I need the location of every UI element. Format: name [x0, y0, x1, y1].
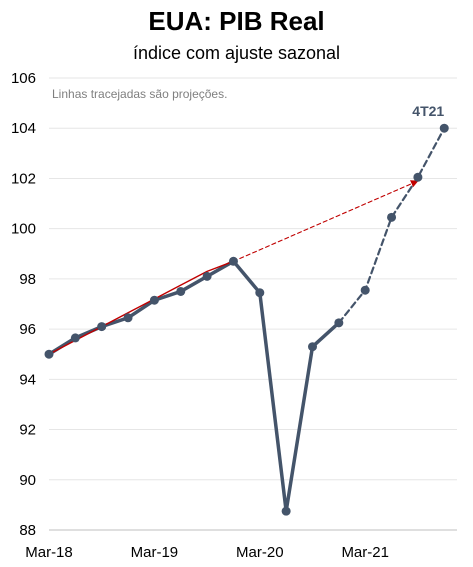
- data-point: [308, 342, 317, 352]
- y-tick-label: 102: [11, 170, 36, 187]
- data-point: [123, 313, 133, 323]
- series-line-projection: [337, 127, 446, 324]
- series-line-trend-extrapolation: [232, 180, 419, 262]
- end-data-label: 4T21: [412, 103, 444, 119]
- chart-subtitle: índice com ajuste sazonal: [132, 43, 341, 63]
- x-tick-label: Mar-21: [341, 544, 389, 561]
- series-line-actual: [47, 259, 341, 513]
- x-tick-label: Mar-20: [236, 544, 284, 561]
- series-lines: [47, 127, 446, 513]
- y-tick-label: 100: [11, 221, 36, 238]
- data-markers: [44, 123, 449, 516]
- y-tick-label: 104: [11, 120, 36, 137]
- y-tick-label: 106: [11, 70, 36, 87]
- data-point: [202, 271, 212, 281]
- y-tick-label: 94: [19, 371, 36, 388]
- data-point: [281, 506, 291, 516]
- data-point: [334, 318, 344, 328]
- y-tick-label: 92: [19, 422, 36, 439]
- data-point: [70, 333, 80, 343]
- x-tick-label: Mar-19: [131, 544, 179, 561]
- data-point: [176, 286, 186, 296]
- data-point: [439, 123, 449, 133]
- y-tick-label: 98: [19, 271, 36, 288]
- chart-title: EUA: PIB Real: [148, 6, 325, 36]
- x-tick-label: Mar-18: [25, 544, 73, 561]
- axes: 88 90 92 94 96 98 100 102 104 106 Mar-18 Mar-19 Mar-…: [11, 70, 457, 561]
- y-tick-label: 96: [19, 321, 36, 338]
- data-point: [228, 256, 238, 266]
- chart-note: Linhas tracejadas são projeções.: [52, 87, 227, 101]
- data-point: [413, 172, 423, 182]
- y-tick-label: 88: [19, 522, 36, 539]
- data-point: [149, 295, 159, 305]
- data-point: [255, 288, 265, 298]
- data-point: [97, 322, 107, 332]
- data-point: [360, 285, 370, 295]
- y-tick-label: 90: [19, 472, 36, 489]
- data-point: [44, 349, 54, 359]
- data-point: [387, 212, 397, 222]
- gridlines: [49, 77, 457, 481]
